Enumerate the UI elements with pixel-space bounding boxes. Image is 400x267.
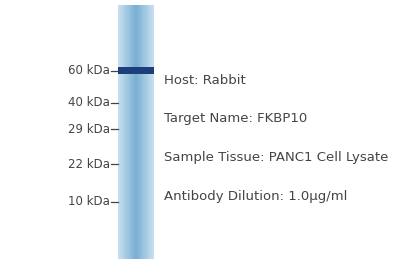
Text: 60 kDa: 60 kDa [68,64,110,77]
Text: 10 kDa: 10 kDa [68,195,110,208]
Text: Target Name: FKBP10: Target Name: FKBP10 [164,112,307,125]
Text: Host: Rabbit: Host: Rabbit [164,74,246,87]
Text: Antibody Dilution: 1.0µg/ml: Antibody Dilution: 1.0µg/ml [164,190,347,203]
Text: Sample Tissue: PANC1 Cell Lysate: Sample Tissue: PANC1 Cell Lysate [164,151,388,164]
Text: 29 kDa: 29 kDa [68,123,110,136]
Bar [118,67,154,74]
Text: 22 kDa: 22 kDa [68,158,110,171]
Text: 40 kDa: 40 kDa [68,96,110,109]
